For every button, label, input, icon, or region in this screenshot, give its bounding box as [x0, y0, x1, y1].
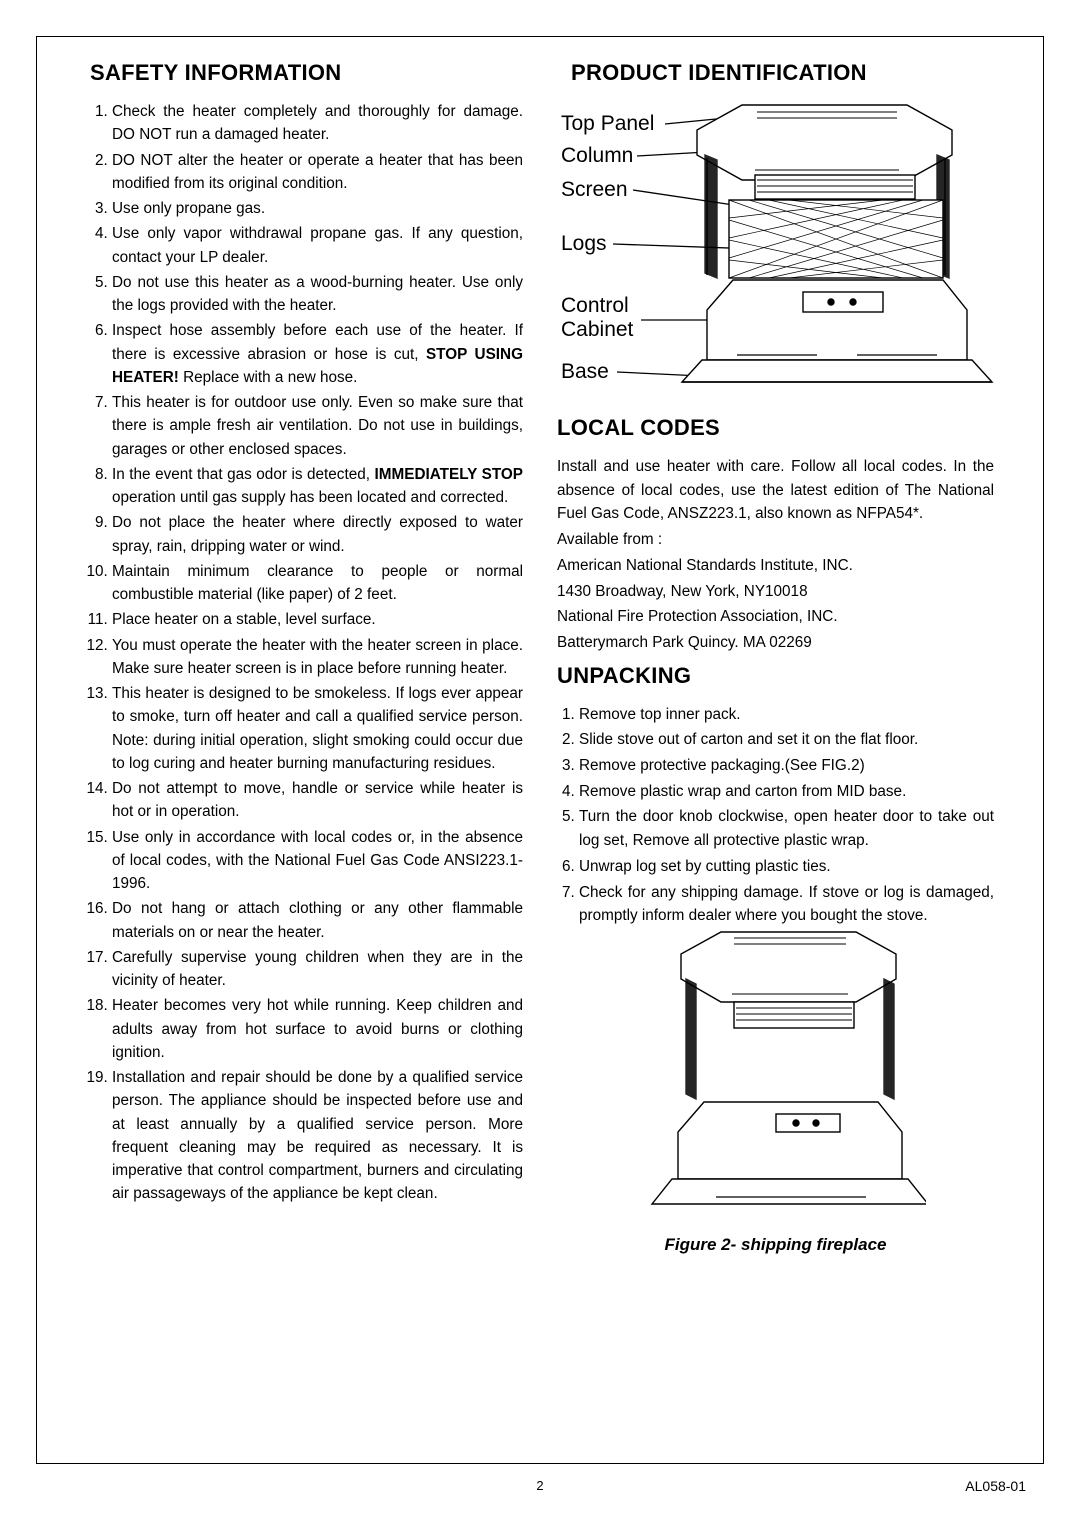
unpack-item: Remove top inner pack.: [579, 703, 994, 727]
safety-item: Heater becomes very hot while running. K…: [112, 994, 523, 1064]
local-codes-para: American National Standards Institute, I…: [557, 554, 994, 578]
figure-2: [557, 924, 994, 1229]
product-diagram: Top Panel Column Screen Logs Control Cab…: [557, 100, 994, 405]
safety-item: Do not use this heater as a wood-burning…: [112, 271, 523, 318]
figure-2-svg: [626, 924, 926, 1224]
label-logs: Logs: [561, 232, 607, 255]
safety-item: Do not attempt to move, handle or servic…: [112, 777, 523, 824]
safety-item: Maintain minimum clearance to people or …: [112, 560, 523, 607]
local-codes-para: National Fire Protection Association, IN…: [557, 605, 994, 629]
safety-item: In the event that gas odor is detected, …: [112, 463, 523, 510]
safety-item: This heater is designed to be smokeless.…: [112, 682, 523, 775]
unpack-item: Turn the door knob clockwise, open heate…: [579, 805, 994, 852]
safety-item: Do not place the heater where directly e…: [112, 511, 523, 558]
right-column: PRODUCT IDENTIFICATION Top Panel Column …: [557, 60, 994, 1263]
label-cabinet: Cabinet: [561, 318, 634, 341]
label-column: Column: [561, 144, 633, 167]
unpacking-heading: UNPACKING: [557, 663, 994, 689]
safety-heading: SAFETY INFORMATION: [90, 60, 527, 86]
label-top-panel: Top Panel: [561, 112, 654, 135]
safety-item: Carefully supervise young children when …: [112, 946, 523, 993]
figure-2-caption: Figure 2- shipping fireplace: [557, 1235, 994, 1255]
safety-list: Check the heater completely and thorough…: [90, 100, 527, 1206]
heater-diagram-svg: Top Panel Column Screen Logs Control Cab…: [557, 100, 997, 400]
safety-item: Check the heater completely and thorough…: [112, 100, 523, 147]
safety-item: DO NOT alter the heater or operate a hea…: [112, 149, 523, 196]
label-screen: Screen: [561, 178, 628, 201]
local-codes-para: 1430 Broadway, New York, NY10018: [557, 580, 994, 604]
unpack-item: Check for any shipping damage. If stove …: [579, 881, 994, 928]
unpack-item: Remove protective packaging.(See FIG.2): [579, 754, 994, 778]
local-codes-para: Batterymarch Park Quincy. MA 02269: [557, 631, 994, 655]
product-id-heading: PRODUCT IDENTIFICATION: [571, 60, 994, 86]
unpack-item: Remove plastic wrap and carton from MID …: [579, 780, 994, 804]
safety-item: Use only propane gas.: [112, 197, 523, 220]
local-codes-heading: LOCAL CODES: [557, 415, 994, 441]
label-control: Control: [561, 294, 629, 317]
safety-item: Do not hang or attach clothing or any ot…: [112, 897, 523, 944]
safety-item: Use only vapor withdrawal propane gas. I…: [112, 222, 523, 269]
left-column: SAFETY INFORMATION Check the heater comp…: [90, 60, 527, 1263]
local-codes-para: Available from :: [557, 528, 994, 552]
unpack-item: Slide stove out of carton and set it on …: [579, 728, 994, 752]
safety-item: Place heater on a stable, level surface.: [112, 608, 523, 631]
safety-item: Installation and repair should be done b…: [112, 1066, 523, 1206]
label-base: Base: [561, 360, 609, 383]
page-number: 2: [36, 1478, 1044, 1493]
local-codes-para: Install and use heater with care. Follow…: [557, 455, 994, 526]
safety-item: This heater is for outdoor use only. Eve…: [112, 391, 523, 461]
safety-item: You must operate the heater with the hea…: [112, 634, 523, 681]
safety-item: Use only in accordance with local codes …: [112, 826, 523, 896]
content-columns: SAFETY INFORMATION Check the heater comp…: [90, 60, 995, 1263]
safety-item: Inspect hose assembly before each use of…: [112, 319, 523, 389]
document-code: AL058-01: [965, 1478, 1026, 1494]
unpack-item: Unwrap log set by cutting plastic ties.: [579, 855, 994, 879]
unpacking-list: Remove top inner pack. Slide stove out o…: [557, 703, 994, 928]
